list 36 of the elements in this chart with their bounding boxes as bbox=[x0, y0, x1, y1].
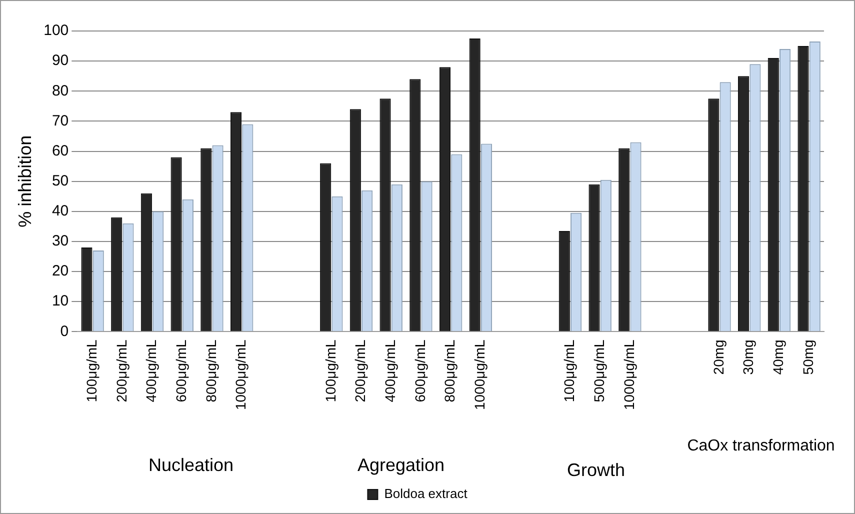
x-tick-label: 400μg/mL bbox=[382, 339, 398, 402]
y-tick-label: 10 bbox=[52, 292, 69, 310]
y-tick-label: 100 bbox=[44, 22, 69, 40]
text: Growth bbox=[566, 460, 626, 480]
y-tick-label: 70 bbox=[52, 112, 69, 130]
text: Agregation bbox=[357, 454, 445, 475]
y-tick-label: 60 bbox=[52, 142, 69, 160]
x-tick-label: 500μg/mL bbox=[590, 339, 607, 402]
y-tick-label: 80 bbox=[52, 82, 69, 100]
x-tick-label: 200μg/mL bbox=[113, 339, 130, 402]
x-tick-label: 100μg/mL bbox=[561, 339, 578, 402]
x-tick-label: 100μg/mL bbox=[83, 339, 100, 402]
x-tick-label: 200μg/mL bbox=[352, 339, 368, 402]
legend-label: Boldoa extract bbox=[384, 486, 468, 502]
y-tick-label: 90 bbox=[52, 52, 69, 70]
text: Nucleation bbox=[148, 454, 234, 475]
y-tick-label: 20 bbox=[52, 262, 69, 280]
x-tick-label: 1000μg/mL bbox=[232, 339, 249, 410]
y-tick-label: 50 bbox=[52, 172, 69, 190]
text: CaOx transformation bbox=[687, 437, 835, 454]
x-tick-label: 600μg/mL bbox=[412, 339, 428, 402]
x-tick-label: 800μg/mL bbox=[202, 339, 219, 402]
x-tick-label: 800μg/mL bbox=[442, 339, 458, 402]
y-tick-label: 30 bbox=[52, 232, 69, 250]
x-tick-label: 50mg bbox=[800, 340, 816, 375]
x-tick-label: 1000μg/mL bbox=[472, 339, 488, 410]
x-tick-label: 40mg bbox=[770, 340, 786, 375]
y-tick-label: 0 bbox=[60, 322, 69, 340]
x-tick-label: 100μg/mL bbox=[322, 339, 338, 402]
y-tick-label: 40 bbox=[52, 202, 69, 220]
x-tick-label: 20mg bbox=[710, 340, 726, 375]
x-tick-label: 1000μg/mL bbox=[620, 339, 637, 410]
y-axis-title: % inhibition bbox=[14, 135, 35, 228]
x-tick-label: 30mg bbox=[740, 340, 756, 375]
x-tick-label: 400μg/mL bbox=[143, 339, 160, 402]
x-tick-label: 600μg/mL bbox=[172, 339, 189, 402]
